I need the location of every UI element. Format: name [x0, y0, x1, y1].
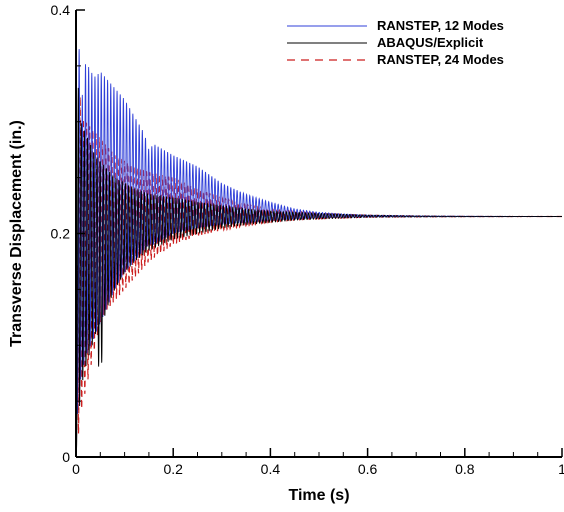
x-tick-label: 0.6	[358, 461, 378, 477]
legend-label-1: RANSTEP, 12 Modes	[377, 18, 504, 33]
y-tick-label: 0.4	[51, 2, 71, 18]
x-tick-label: 0.8	[455, 461, 475, 477]
y-axis-title: Transverse Displacement (in.)	[8, 120, 25, 347]
legend: RANSTEP, 12 Modes ABAQUS/Explicit RANSTEP,…	[287, 18, 504, 67]
x-tick-label: 1	[558, 461, 564, 477]
x-tick-label: 0.4	[261, 461, 281, 477]
y-tick-label: 0.2	[51, 226, 71, 242]
x-tick-label: 0	[72, 461, 80, 477]
y-tick-label: 0	[62, 449, 70, 465]
axes-layer: 0 0.2 0.4 0.6 0.8 1 0 0.2 0.4	[51, 2, 564, 477]
x-tick-label: 0.2	[163, 461, 183, 477]
x-axis-title: Time (s)	[288, 487, 349, 504]
legend-label-3: RANSTEP, 24 Modes	[377, 52, 504, 67]
series-line-2	[76, 87, 562, 457]
legend-label-2: ABAQUS/Explicit	[377, 35, 484, 50]
series-layer	[76, 49, 562, 457]
